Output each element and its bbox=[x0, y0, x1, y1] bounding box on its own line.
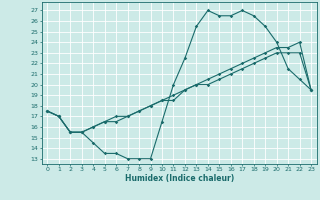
X-axis label: Humidex (Indice chaleur): Humidex (Indice chaleur) bbox=[124, 174, 234, 183]
